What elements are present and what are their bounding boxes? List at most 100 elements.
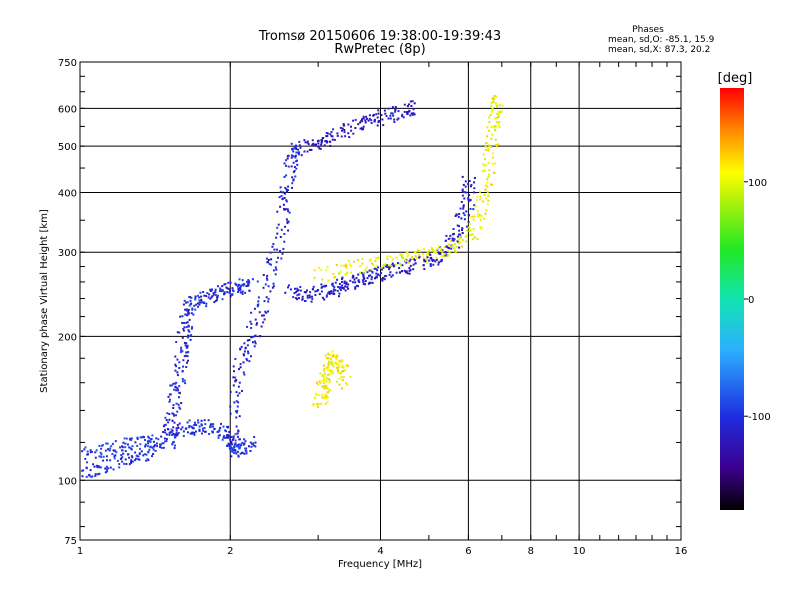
y-tick-labels: 75 100 200 300 400 500 600 750 — [58, 58, 77, 547]
data-point — [468, 227, 471, 230]
data-point — [488, 173, 491, 176]
data-point — [176, 387, 179, 390]
data-point — [485, 164, 488, 167]
data-point — [223, 293, 225, 296]
data-point — [327, 378, 330, 380]
data-point — [385, 275, 388, 277]
colorbar-tick-label: 0 — [748, 295, 754, 306]
data-point — [490, 101, 493, 104]
data-point — [465, 210, 468, 213]
data-point — [348, 136, 351, 139]
data-point — [364, 283, 367, 286]
data-point — [336, 289, 339, 292]
data-point — [468, 222, 471, 225]
data-point — [266, 278, 269, 281]
data-point — [334, 360, 337, 363]
data-point — [166, 412, 169, 415]
data-point — [281, 252, 284, 255]
data-point — [333, 355, 336, 358]
data-point — [331, 138, 334, 141]
data-point — [237, 288, 240, 290]
data-point — [163, 437, 166, 440]
data-point — [483, 169, 486, 172]
data-point — [344, 273, 347, 276]
data-point — [186, 355, 189, 358]
data-point — [472, 208, 475, 211]
data-point — [182, 303, 185, 306]
data-point — [208, 293, 211, 296]
data-point — [376, 269, 379, 272]
data-point — [386, 255, 389, 258]
data-point — [315, 393, 318, 396]
data-point — [283, 192, 286, 195]
data-point — [203, 427, 206, 429]
data-point — [365, 266, 368, 269]
data-point — [226, 426, 229, 429]
data-point — [286, 189, 289, 191]
data-point — [494, 128, 497, 131]
data-point — [458, 225, 460, 228]
data-point — [214, 299, 217, 302]
data-point — [387, 117, 390, 120]
data-point — [375, 257, 378, 260]
data-point — [325, 376, 328, 379]
data-point — [287, 210, 290, 213]
data-point — [324, 402, 327, 405]
data-point — [329, 358, 332, 361]
data-point — [160, 435, 163, 438]
data-point — [260, 325, 263, 328]
data-point — [320, 402, 323, 405]
data-point — [188, 312, 191, 315]
data-point — [399, 264, 402, 267]
data-point — [461, 194, 464, 197]
data-point — [247, 279, 250, 281]
data-point — [462, 190, 465, 193]
data-point — [211, 288, 213, 291]
data-point — [229, 405, 232, 408]
data-point — [208, 433, 211, 435]
data-point — [464, 185, 467, 188]
data-point — [188, 335, 191, 338]
data-point — [292, 150, 295, 153]
data-point — [327, 390, 330, 393]
data-point — [194, 430, 197, 433]
data-point — [243, 350, 246, 353]
data-point — [399, 253, 402, 256]
data-point — [156, 445, 159, 448]
data-point — [236, 432, 239, 435]
data-point — [111, 453, 114, 455]
data-point — [336, 278, 339, 281]
data-point — [480, 214, 483, 217]
data-point — [469, 207, 472, 210]
data-point — [122, 452, 125, 455]
data-point — [188, 426, 191, 429]
data-point — [340, 371, 343, 373]
data-point — [267, 297, 270, 300]
data-point — [288, 211, 291, 214]
data-point — [446, 246, 449, 249]
data-point — [167, 421, 170, 424]
data-point — [198, 301, 201, 304]
data-point — [174, 385, 177, 388]
data-point — [181, 378, 184, 380]
data-point — [287, 165, 290, 168]
data-point — [229, 438, 232, 441]
data-point — [357, 279, 360, 282]
data-point — [147, 435, 150, 438]
data-point — [233, 452, 236, 455]
data-point — [130, 460, 133, 463]
data-point — [187, 324, 190, 327]
data-point — [232, 384, 235, 387]
data-point — [332, 365, 335, 368]
data-point — [194, 295, 197, 298]
data-point — [191, 308, 194, 311]
data-point — [194, 421, 196, 424]
y-tick-label: 200 — [58, 332, 77, 343]
data-point — [209, 423, 212, 426]
data-point — [483, 193, 486, 196]
data-point — [290, 154, 293, 157]
data-point — [484, 184, 487, 187]
data-point — [286, 157, 289, 160]
data-point — [285, 218, 288, 221]
data-point — [234, 450, 237, 453]
